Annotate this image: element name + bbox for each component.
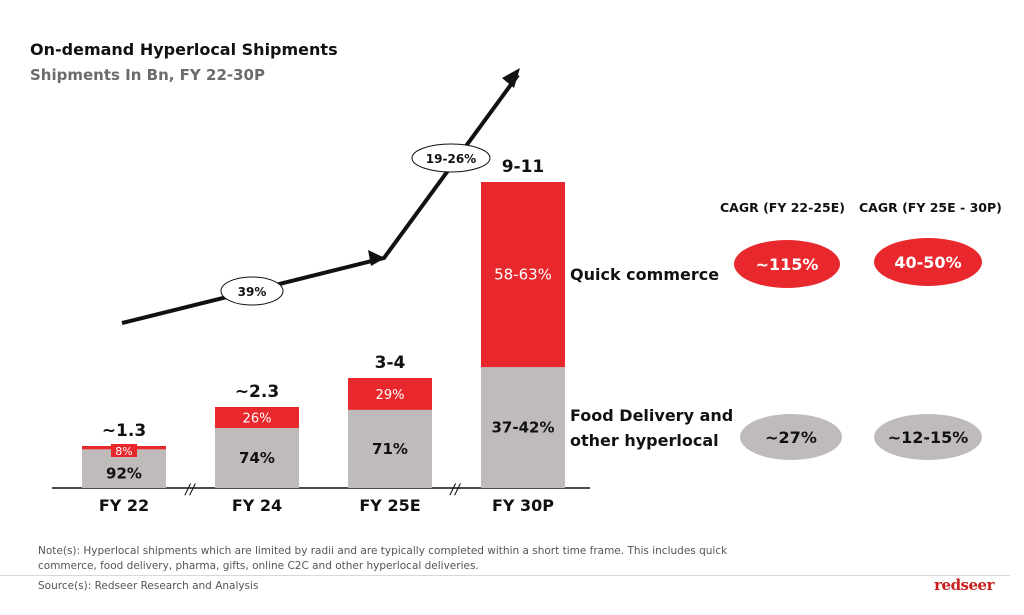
share-label-quick-commerce-fy-24: 26% — [243, 412, 272, 427]
cagr-quick-commerce-fy25-30: 40-50% — [874, 238, 982, 286]
source-text: Source(s): Redseer Research and Analysis — [38, 580, 259, 592]
share-label-food-delivery-fy-24: 74% — [239, 449, 275, 467]
bar-quick-commerce-fy-30p — [481, 182, 565, 368]
segment-label-quick-commerce: Quick commerce — [570, 265, 720, 284]
total-label-fy-22: ~1.3 — [102, 421, 146, 441]
cagr-header-fy25-30: CAGR (FY 25E - 30P) — [859, 200, 1002, 215]
axis-break-1: // — [183, 482, 196, 498]
category-label-fy-22: FY 22 — [99, 496, 149, 515]
footer-divider — [0, 575, 1010, 576]
share-label-quick-commerce-fy-30p: 58-63% — [494, 266, 552, 284]
share-label-food-delivery-fy-22: 92% — [106, 465, 142, 483]
total-label-fy-30p: 9-11 — [502, 157, 545, 177]
cagr-header-fy22-25: CAGR (FY 22-25E) — [720, 200, 845, 215]
total-label-fy-24: ~2.3 — [235, 382, 279, 402]
bar-quick-commerce-fy-24 — [215, 407, 299, 429]
category-label-fy-30p: FY 30P — [492, 496, 554, 515]
bar-food-delivery-fy-30p — [481, 367, 565, 488]
share-label-food-delivery-fy-25e: 71% — [372, 440, 408, 458]
growth-arrow-head-mid — [368, 250, 385, 266]
footnote-line1: Note(s): Hyperlocal shipments which are … — [38, 545, 728, 557]
cagr-quick-commerce-fy22-25: ~115% — [734, 240, 840, 288]
category-label-fy-25e: FY 25E — [359, 496, 420, 515]
chart-title: On-demand Hyperlocal Shipments — [30, 40, 338, 59]
cagr-food-delivery-fy25-30: ~12-15% — [874, 414, 982, 460]
bar-quick-commerce-fy-25e — [348, 378, 432, 410]
total-label-fy-25e: 3-4 — [375, 353, 406, 373]
bar-food-delivery-fy-24 — [215, 428, 299, 488]
growth-label-fy25-30: 19-26% — [426, 152, 476, 166]
segment-label-food-line1: Food Delivery and — [570, 406, 734, 425]
category-label-fy-24: FY 24 — [232, 496, 282, 515]
share-label-quick-commerce-fy-25e: 29% — [376, 388, 405, 403]
share-label-bg-quick-commerce-fy-22 — [111, 444, 137, 457]
cagr-food-delivery-fy22-25: ~27% — [740, 414, 842, 460]
growth-label-bg-1 — [220, 276, 284, 306]
share-label-quick-commerce-fy-22: 8% — [115, 445, 132, 458]
growth-arrow-head-end — [502, 68, 520, 88]
brand-logo: redseer — [934, 576, 994, 594]
growth-label-fy22-25: 39% — [238, 285, 267, 299]
chart-area: 8% 92% ~1.3 FY 22 26% 74% ~2.3 FY 24 29% 71% 3-4 FY… — [52, 68, 590, 515]
segment-label-food-line2: other hyperlocal — [570, 431, 719, 450]
footnote: Note(s): Hyperlocal shipments which are … — [38, 544, 728, 574]
bar-food-delivery-fy-25e — [348, 409, 432, 488]
chart-subtitle: Shipments In Bn, FY 22-30P — [30, 66, 265, 84]
axis-break-2: // — [448, 482, 461, 498]
growth-label-bg-2 — [411, 143, 491, 173]
growth-arrow-line — [121, 73, 520, 325]
share-label-food-delivery-fy-30p: 37-42% — [491, 419, 554, 437]
footnote-line2: commerce, food delivery, pharma, gifts, … — [38, 560, 479, 572]
